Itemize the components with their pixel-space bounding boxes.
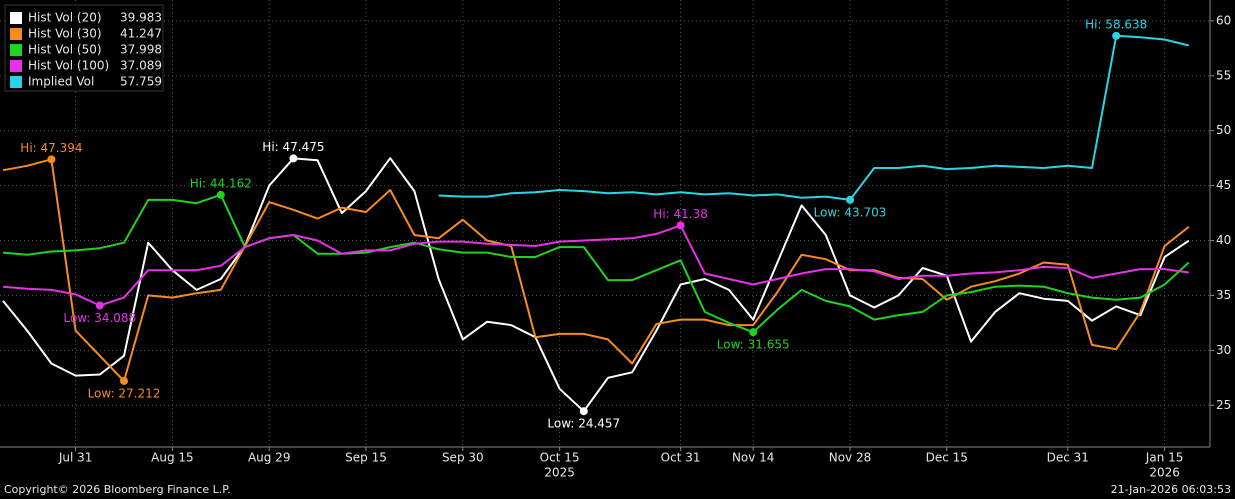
year-label: 2025	[544, 466, 575, 480]
timestamp: 21-Jan-2026 06:03:53	[1111, 483, 1231, 496]
series-line	[438, 34, 1190, 201]
copyright: Copyright© 2026 Bloomberg Finance L.P.	[4, 483, 231, 496]
legend-value: 57.759	[120, 75, 162, 89]
annotation-dot	[676, 221, 685, 230]
legend-value: 41.247	[120, 27, 162, 41]
annotation-dot	[846, 195, 854, 204]
annotation-label: Low: 27.212	[88, 386, 161, 400]
x-tick-label: Nov 14	[732, 451, 775, 465]
annotation-dot	[47, 155, 56, 164]
x-tick-label: Jul 31	[58, 451, 93, 465]
annotation-dot	[749, 328, 758, 337]
legend-box	[4, 4, 164, 92]
x-tick-label: Oct 15	[540, 451, 580, 465]
legend-value: 37.089	[120, 59, 162, 73]
legend-name: Hist Vol (50)	[28, 43, 102, 57]
annotation-dot	[289, 154, 298, 163]
legend-swatch	[10, 28, 22, 40]
annotation-label: Hi: 47.475	[262, 140, 324, 154]
x-tick-label: Nov 28	[829, 451, 872, 465]
legend-name: Hist Vol (20)	[28, 11, 102, 25]
legend-swatch	[10, 76, 22, 88]
y-tick-label: 35	[1216, 288, 1231, 302]
x-tick-label: Sep 15	[345, 451, 387, 465]
year-label: 2026	[1149, 466, 1180, 480]
annotation-dot	[1112, 31, 1121, 40]
y-tick-label: 50	[1216, 123, 1231, 137]
x-tick-label: Jan 15	[1145, 451, 1184, 465]
series-line	[2, 224, 1189, 307]
annotation-label: Low: 24.457	[547, 417, 620, 431]
x-tick-label: Oct 31	[661, 451, 701, 465]
y-tick-label: 60	[1216, 13, 1231, 27]
legend-swatch	[10, 60, 22, 72]
legend-name: Hist Vol (100)	[28, 59, 109, 73]
y-tick-label: 30	[1216, 343, 1231, 357]
series-line	[2, 158, 1190, 382]
series-line	[2, 193, 1190, 334]
annotation-dot	[95, 301, 104, 310]
y-tick-label: 45	[1216, 178, 1231, 192]
y-tick-label: 40	[1216, 233, 1231, 247]
x-tick-label: Dec 15	[926, 451, 968, 465]
legend-value: 37.998	[120, 43, 162, 57]
x-tick-label: Dec 31	[1047, 451, 1089, 465]
legend-swatch	[10, 44, 22, 56]
series-line	[2, 157, 1190, 413]
x-tick-label: Sep 30	[442, 451, 484, 465]
y-tick-label: 55	[1216, 68, 1231, 82]
annotation-dot	[120, 376, 128, 385]
legend-swatch	[10, 12, 22, 24]
annotation-label: Hi: 58.638	[1085, 17, 1147, 31]
annotation-dot	[216, 190, 225, 199]
legend-name: Hist Vol (30)	[28, 27, 102, 41]
annotation-label: Low: 43.703	[814, 205, 887, 219]
annotation-label: Low: 34.088	[63, 311, 136, 325]
x-tick-label: Aug 15	[151, 451, 194, 465]
annotation-label: Hi: 41.38	[653, 207, 708, 221]
legend-value: 39.983	[120, 11, 162, 25]
annotation-label: Low: 31.655	[717, 338, 790, 352]
legend: Hist Vol (20) 39.983 Hist Vol (30) 41.247 Hi…	[4, 4, 164, 92]
legend-name: Implied Vol	[28, 75, 94, 89]
x-tick-label: Aug 29	[248, 451, 291, 465]
annotation-dot	[579, 407, 588, 416]
annotation-label: Hi: 44.162	[190, 176, 252, 190]
y-tick-label: 25	[1216, 398, 1231, 412]
annotation-label: Hi: 47.394	[20, 141, 82, 155]
